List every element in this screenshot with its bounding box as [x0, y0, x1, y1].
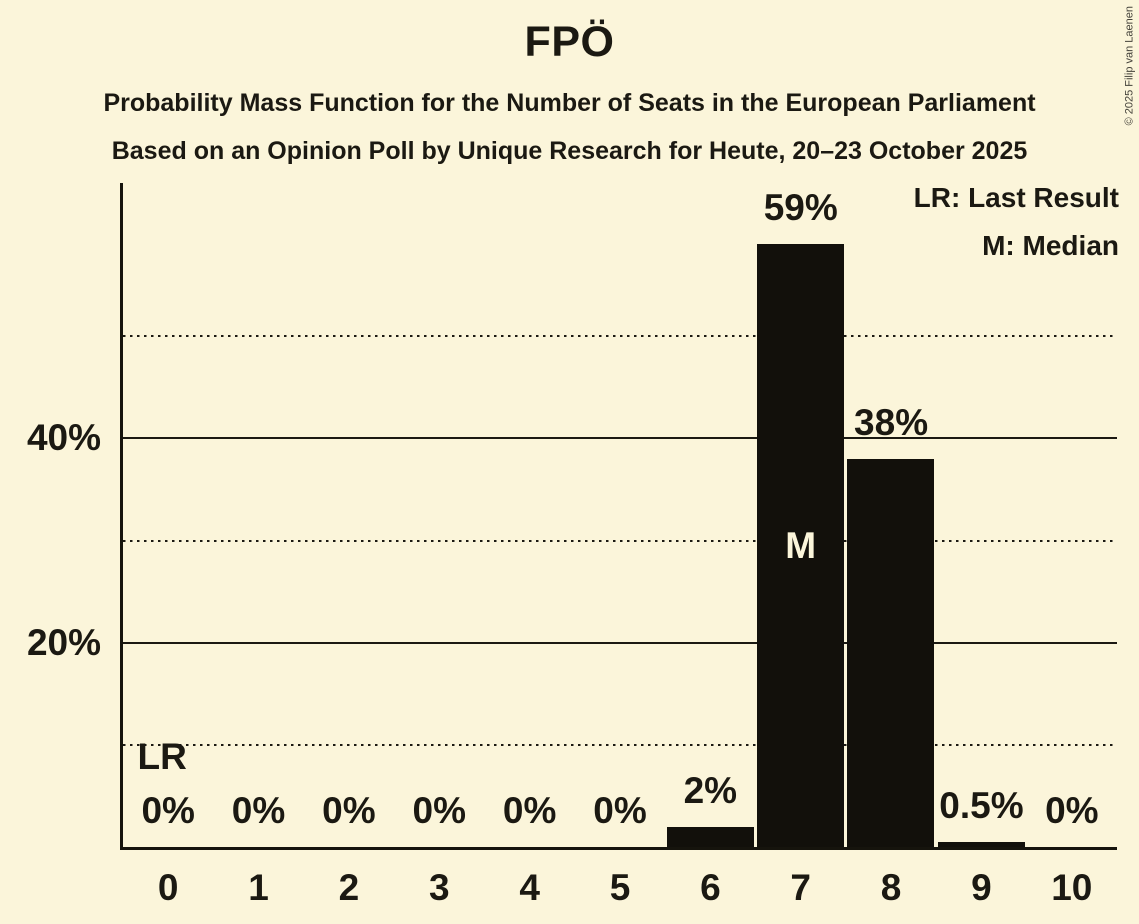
x-tick-label-7: 7	[790, 867, 811, 908]
legend-last-result: LR: Last Result	[913, 182, 1119, 213]
x-tick-label-0: 0	[157, 867, 179, 908]
y-tick-label-20: 20%	[26, 621, 101, 663]
bar-seat-6	[666, 826, 754, 847]
x-tick-label-9: 9	[971, 867, 992, 908]
x-tick-label-2: 2	[338, 867, 360, 908]
x-tick-label-10: 10	[1051, 867, 1093, 908]
plot-area: 0% 0% 0% 0% 0% 0% 2% 59% 38% 0.5% 0% LR M	[120, 183, 1117, 850]
bar-value-label-seat-5: 0%	[593, 790, 647, 831]
bar-value-label-seat-2: 0%	[322, 790, 376, 831]
bar-value-label-seat-1: 0%	[231, 790, 286, 831]
gridline-dotted-50	[123, 335, 1117, 338]
bar-value-label-seat-6: 2%	[683, 769, 738, 811]
median-marker: M	[785, 525, 817, 566]
x-tick-label-6: 6	[700, 867, 721, 908]
x-tick-label-1: 1	[248, 867, 269, 908]
chart-subtitle: Probability Mass Function for the Number…	[103, 89, 1036, 117]
x-tick-label-8: 8	[880, 867, 902, 908]
copyright-notice: © 2025 Filip van Laenen	[1123, 6, 1135, 126]
last-result-marker: LR	[137, 736, 187, 777]
bar-value-label-seat-3: 0%	[412, 790, 466, 831]
bar-value-label-seat-0: 0%	[141, 790, 195, 831]
bar-seat-9	[937, 841, 1025, 847]
x-tick-label-5: 5	[609, 867, 631, 908]
legend-median: M: Median	[982, 230, 1119, 261]
bar-seat-7	[757, 244, 845, 847]
gridline-solid-40	[123, 437, 1117, 440]
chart-poll-source: Based on an Opinion Poll by Unique Resea…	[111, 137, 1028, 165]
gridline-dotted-10	[123, 743, 1117, 746]
bar-seat-8	[847, 458, 935, 847]
chart-title: FPÖ	[524, 18, 615, 66]
y-tick-label-40: 40%	[26, 417, 101, 459]
bar-value-label-seat-7: 59%	[763, 187, 838, 229]
bar-value-label-seat-9: 0.5%	[939, 784, 1024, 826]
bar-value-label-seat-4: 0%	[502, 790, 557, 831]
x-tick-label-3: 3	[428, 867, 450, 908]
bar-value-label-seat-10: 0%	[1045, 790, 1099, 831]
gridline-dotted-30	[123, 539, 1117, 542]
gridline-solid-20	[123, 641, 1117, 644]
bar-value-label-seat-8: 38%	[854, 401, 929, 443]
x-tick-label-4: 4	[519, 867, 540, 908]
